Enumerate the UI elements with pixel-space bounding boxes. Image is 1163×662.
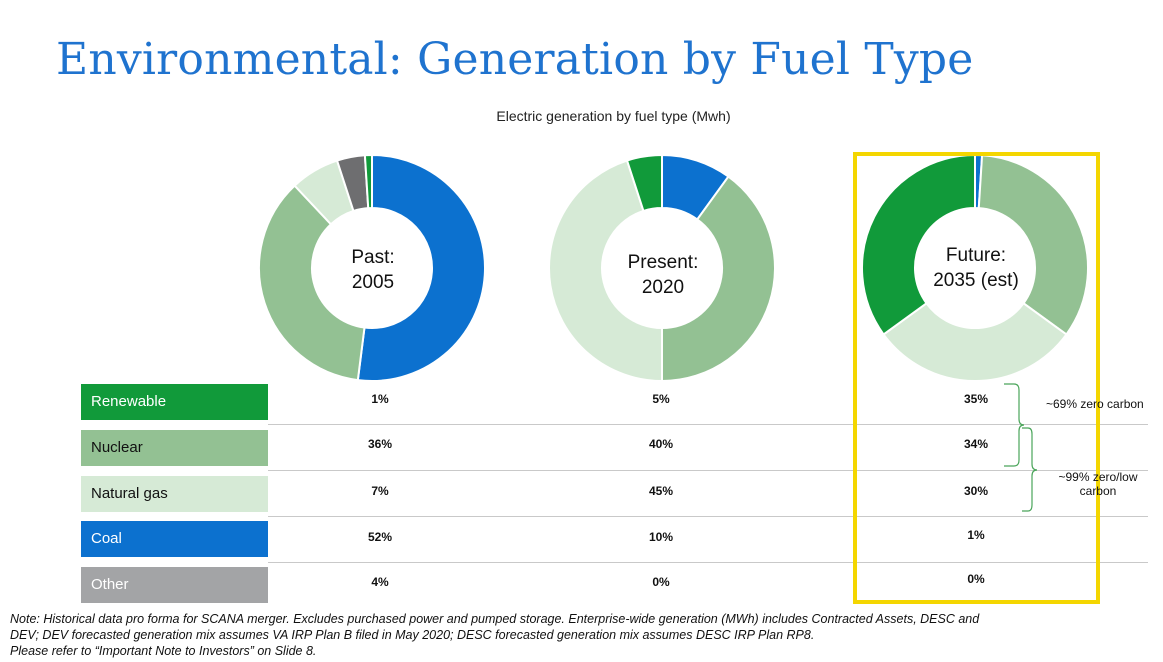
cell-future-natural-gas: 30%	[963, 484, 989, 498]
annotation-zero-carbon: ~69% zero carbon	[1046, 397, 1144, 411]
donut-label-future-line2: 2035 (est)	[933, 270, 1019, 291]
slice-coal	[356, 153, 486, 382]
cell-past-other: 4%	[371, 575, 389, 589]
cell-present-nuclear: 40%	[648, 437, 674, 451]
donut-label-past-line1: Past:	[351, 247, 395, 268]
cell-present-coal: 10%	[648, 530, 674, 544]
row-divider	[268, 470, 1148, 471]
cell-present-other: 0%	[652, 575, 670, 589]
donut-past-2005	[258, 153, 486, 382]
cell-past-natural-gas: 7%	[371, 484, 389, 498]
cell-future-other: 0%	[967, 572, 985, 586]
chart-subtitle: Electric generation by fuel type (Mwh)	[496, 108, 731, 124]
cell-present-natural-gas: 45%	[648, 484, 674, 498]
slice-renewable	[363, 153, 373, 210]
row-divider	[268, 516, 1148, 517]
slice-renewable	[625, 153, 663, 213]
footnote-line1: Note: Historical data pro forma for SCAN…	[10, 612, 980, 626]
legend-coal: Coal	[81, 521, 268, 557]
slice-natural-gas	[548, 159, 663, 383]
slice-nuclear	[258, 184, 366, 382]
donut-label-future: Future: 2035 (est)	[896, 243, 1056, 293]
legend-other: Other	[81, 567, 268, 603]
page-title: Environmental: Generation by Fuel Type	[56, 34, 974, 85]
cell-past-nuclear: 36%	[367, 437, 393, 451]
cell-past-renewable: 1%	[371, 392, 389, 406]
footnote-line2: DEV; DEV forecasted generation mix assum…	[10, 628, 815, 642]
donut-label-past-line2: 2005	[351, 272, 395, 293]
legend-natural-gas: Natural gas	[81, 476, 268, 512]
bracket-zero-carbon	[1004, 383, 1025, 467]
row-divider	[268, 424, 1148, 425]
cell-present-renewable: 5%	[652, 392, 670, 406]
slice-nuclear	[977, 154, 1089, 336]
slice-renewable	[861, 153, 976, 336]
donut-label-present-line1: Present:	[627, 252, 699, 273]
slice-nuclear	[661, 175, 776, 383]
row-divider	[268, 562, 1148, 563]
cell-past-coal: 52%	[367, 530, 393, 544]
cell-future-renewable: 35%	[963, 392, 989, 406]
future-highlight-frame	[853, 152, 1100, 604]
annotation-low-carbon-line2: carbon	[1079, 484, 1117, 498]
annotation-low-carbon-line1: ~99% zero/low	[1058, 470, 1138, 484]
donut-future-2035	[861, 153, 1089, 382]
donut-label-future-line1: Future:	[945, 245, 1007, 266]
slice-natural-gas	[882, 301, 1068, 382]
bracket-low-carbon	[1022, 427, 1038, 512]
donut-label-present: Present: 2020	[583, 250, 743, 300]
donut-present-2020	[548, 153, 776, 383]
footnote: Note: Historical data pro forma for SCAN…	[10, 611, 1155, 659]
annotation-low-carbon: ~99% zero/low carbon	[1044, 470, 1152, 498]
donut-label-present-line2: 2020	[641, 277, 685, 298]
cell-future-nuclear: 34%	[963, 437, 989, 451]
cell-future-coal: 1%	[967, 528, 985, 542]
donut-label-past: Past: 2005	[293, 245, 453, 295]
legend-renewable: Renewable	[81, 384, 268, 420]
legend-nuclear: Nuclear	[81, 430, 268, 466]
footnote-line3: Please refer to “Important Note to Inves…	[10, 644, 317, 658]
